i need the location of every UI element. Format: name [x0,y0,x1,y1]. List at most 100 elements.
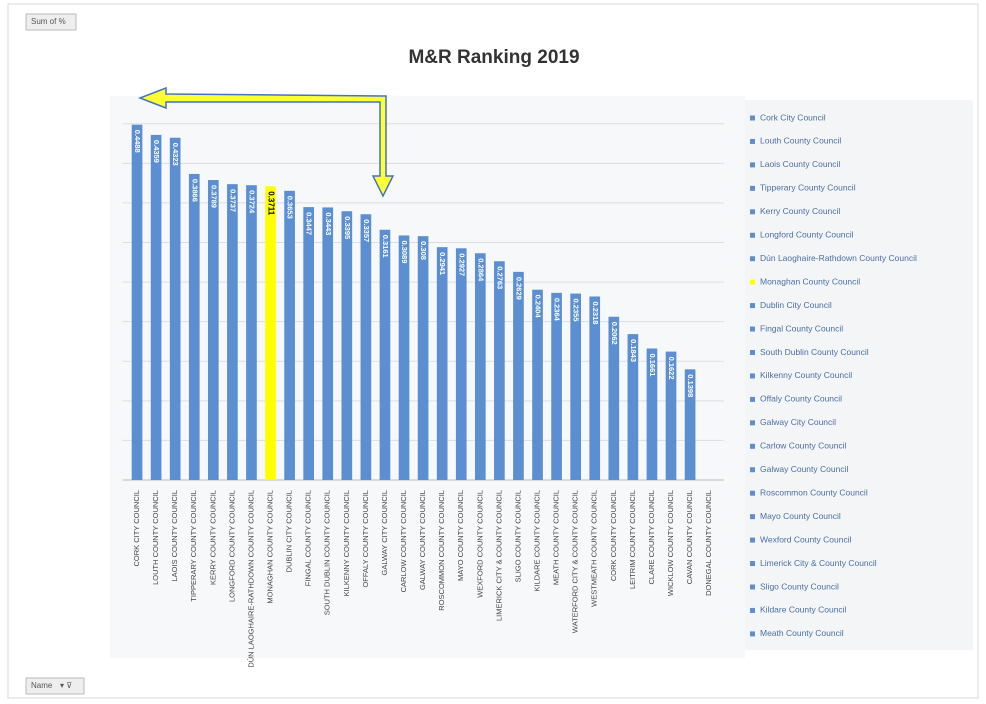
x-tick-label: LEITRIM COUNTY COUNCIL [628,490,637,589]
value-label: 0.2404 [534,295,543,319]
value-label: 0.1398 [686,374,695,397]
legend-swatch [750,443,755,449]
legend-label: Fingal County Council [760,323,843,333]
x-tick-label: CORK CITY COUNCIL [132,490,141,567]
x-tick-label: CARLOW COUNTY COUNCIL [399,490,408,592]
value-label: 0.2864 [476,258,485,282]
value-label: 0.3866 [190,179,199,202]
legend-label: Roscommon County Council [760,487,868,497]
bar [284,190,295,480]
bar [532,289,543,480]
bar [150,134,162,480]
legend-swatch [750,162,755,168]
legend-swatch [750,326,755,332]
bar [131,124,143,480]
value-label: 0.4488 [133,130,142,153]
legend-label: Dún Laoghaire-Rathdown County Council [760,253,917,263]
x-tick-label: MAYO COUNTY COUNCIL [456,490,465,581]
filter-icon: ▾ ⊽ [60,681,72,690]
x-tick-label: WESTMEATH COUNTY COUNCIL [590,490,599,607]
x-tick-label: WICKLOW COUNTY COUNCIL [666,490,675,596]
legend-swatch [750,256,755,262]
bar [341,211,353,480]
bar [227,184,238,480]
bar [322,207,334,480]
x-tick-label: ROSCOMMON COUNTY COUNCIL [437,490,446,611]
bar [608,316,620,480]
x-tick-label: MEATH COUNTY COUNCIL [552,490,561,585]
legend-swatch [750,279,755,285]
value-label: 0.2629 [514,277,523,300]
legend-label: Sligo County Council [760,581,839,591]
bar [169,137,181,480]
value-label: 0.2941 [438,252,447,275]
legend-swatch [750,631,755,637]
value-label: 0.4323 [171,143,180,166]
x-tick-label: KERRY COUNTY COUNCIL [208,490,217,585]
legend-swatch [750,420,755,426]
legend-swatch [750,467,755,473]
legend-label: Limerick City & County Council [760,558,877,568]
x-tick-label: SOUTH DUBLIN COUNTY COUNCIL [323,490,332,615]
value-label: 0.3395 [343,216,352,239]
value-label: 0.1622 [667,357,676,380]
axis-button[interactable] [25,677,85,695]
value-label: 0.2927 [457,253,466,276]
value-label: 0.4359 [152,140,161,163]
legend-label: Kerry County Council [760,206,840,216]
x-tick-label: LIMERICK CITY & COUNTY COUNCIL [494,490,503,621]
bar [436,247,448,480]
value-label: 0.1661 [648,354,657,377]
value-label: 0.3357 [362,219,371,242]
x-tick-label: FINGAL COUNTY COUNCIL [304,490,313,586]
value-label: 0.3711 [266,191,275,216]
value-label: 0.2763 [495,266,504,289]
value-label: 0.3443 [324,212,333,235]
x-tick-label: LAOIS COUNTY COUNCIL [170,490,179,582]
value-label: 0.2062 [610,322,619,345]
x-tick-label: CAVAN COUNTY COUNCIL [685,490,694,584]
x-tick-label: GALWAY COUNTY COUNCIL [418,490,427,590]
legend-label: Laois County Council [760,159,840,169]
legend-label: Meath County Council [760,628,844,638]
bar [589,296,601,480]
bar [360,214,372,481]
bar [455,248,467,480]
chart-title: M&R Ranking 2019 [408,47,579,68]
legend-swatch [750,115,755,121]
value-label: 0.2364 [553,298,562,322]
legend-swatch [750,490,755,496]
legend-label: Galway County Council [760,464,848,474]
legend-label: Tipperary County Council [760,183,856,193]
x-tick-label: SLIGO COUNTY COUNCIL [513,490,522,582]
bar [207,180,219,480]
legend-label: Kilkenny County Council [760,370,852,380]
value-label: 0.2355 [572,299,581,322]
field-button[interactable] [25,13,77,31]
legend-swatch [750,561,755,567]
x-tick-label: CORK COUNTY COUNCIL [609,490,618,581]
legend-swatch [750,185,755,191]
x-tick-label: MONAGHAN COUNTY COUNCIL [266,490,275,604]
bar [188,173,200,481]
x-tick-label: LOUTH COUNTY COUNCIL [151,490,160,585]
bar [684,369,696,480]
x-tick-label: DÚN LAOGHAIRE-RATHDOWN COUNTY COUNCIL [246,490,255,668]
legend-label: Offaly County Council [760,394,842,404]
value-label: 0.308 [419,241,428,260]
legend-label: Cork City Council [760,112,826,122]
x-tick-label: KILDARE COUNTY COUNCIL [533,490,542,592]
legend-label: Dublin City Council [760,300,832,310]
bar [646,348,658,480]
value-label: 0.1843 [629,339,638,362]
legend-swatch [750,232,755,238]
x-tick-label: CLARE COUNTY COUNCIL [647,490,656,584]
legend-swatch [750,584,755,590]
x-tick-label: GALWAY CITY COUNCIL [380,490,389,575]
legend-label: Mayo County Council [760,511,841,521]
legend-box [745,100,973,650]
annotation-arrow [137,86,395,198]
legend-swatch [750,209,755,215]
x-tick-label: WEXFORD COUNTY COUNCIL [475,490,484,598]
